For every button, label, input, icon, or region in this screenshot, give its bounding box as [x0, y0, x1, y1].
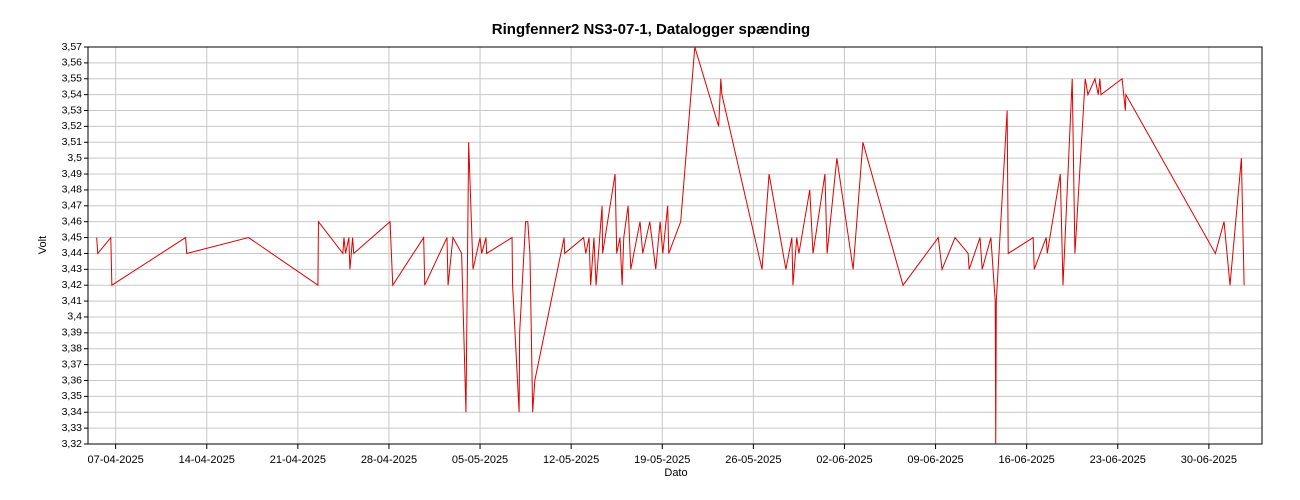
y-tick-label: 3,41 [62, 295, 83, 307]
x-tick-label: 30-06-2025 [1181, 454, 1237, 466]
x-tick-label: 26-05-2025 [725, 454, 781, 466]
y-tick-label: 3,53 [62, 104, 83, 116]
y-tick-label: 3,45 [62, 231, 83, 243]
y-tick-label: 3,5 [67, 152, 82, 164]
y-tick-label: 3,46 [62, 215, 83, 227]
x-axis-label: Dato [664, 467, 687, 479]
y-tick-label: 3,57 [62, 41, 83, 53]
data-line [96, 46, 1245, 445]
x-tick-label: 12-05-2025 [543, 454, 599, 466]
x-tick-label: 21-04-2025 [270, 454, 326, 466]
y-tick-label: 3,43 [62, 263, 83, 275]
x-tick-label: 05-05-2025 [452, 454, 508, 466]
y-tick-label: 3,4 [67, 311, 82, 323]
y-tick-label: 3,42 [62, 279, 83, 291]
y-tick-label: 3,56 [62, 57, 83, 69]
y-tick-label: 3,51 [62, 136, 83, 148]
x-tick-label: 19-05-2025 [634, 454, 690, 466]
y-tick-label: 3,55 [62, 73, 83, 85]
y-tick-label: 3,36 [62, 374, 83, 386]
x-tick-label: 16-06-2025 [999, 454, 1055, 466]
y-tick-label: 3,39 [62, 327, 83, 339]
y-tick-label: 3,48 [62, 184, 83, 196]
plot-frame [87, 46, 1263, 445]
y-tick-label: 3,44 [62, 247, 83, 259]
y-tick-label: 3,37 [62, 358, 83, 370]
y-tick-label: 3,54 [62, 88, 83, 100]
y-tick-label: 3,33 [62, 422, 83, 434]
y-tick-label: 3,49 [62, 168, 83, 180]
y-tick-label: 3,34 [62, 406, 83, 418]
x-tick-label: 14-04-2025 [179, 454, 235, 466]
x-tick-label: 07-04-2025 [88, 454, 144, 466]
y-tick-label: 3,32 [62, 438, 83, 450]
y-tick-label: 3,38 [62, 343, 83, 355]
x-tick-label: 09-06-2025 [907, 454, 963, 466]
y-tick-label: 3,47 [62, 200, 83, 212]
y-tick-label: 3,35 [62, 390, 83, 402]
chart-title: Ringfenner2 NS3-07-1, Datalogger spændin… [492, 21, 810, 38]
y-tick-label: 3,52 [62, 120, 83, 132]
y-axis-label: Volt [37, 236, 49, 254]
x-tick-label: 28-04-2025 [361, 454, 417, 466]
x-tick-label: 02-06-2025 [816, 454, 872, 466]
x-tick-label: 23-06-2025 [1090, 454, 1146, 466]
